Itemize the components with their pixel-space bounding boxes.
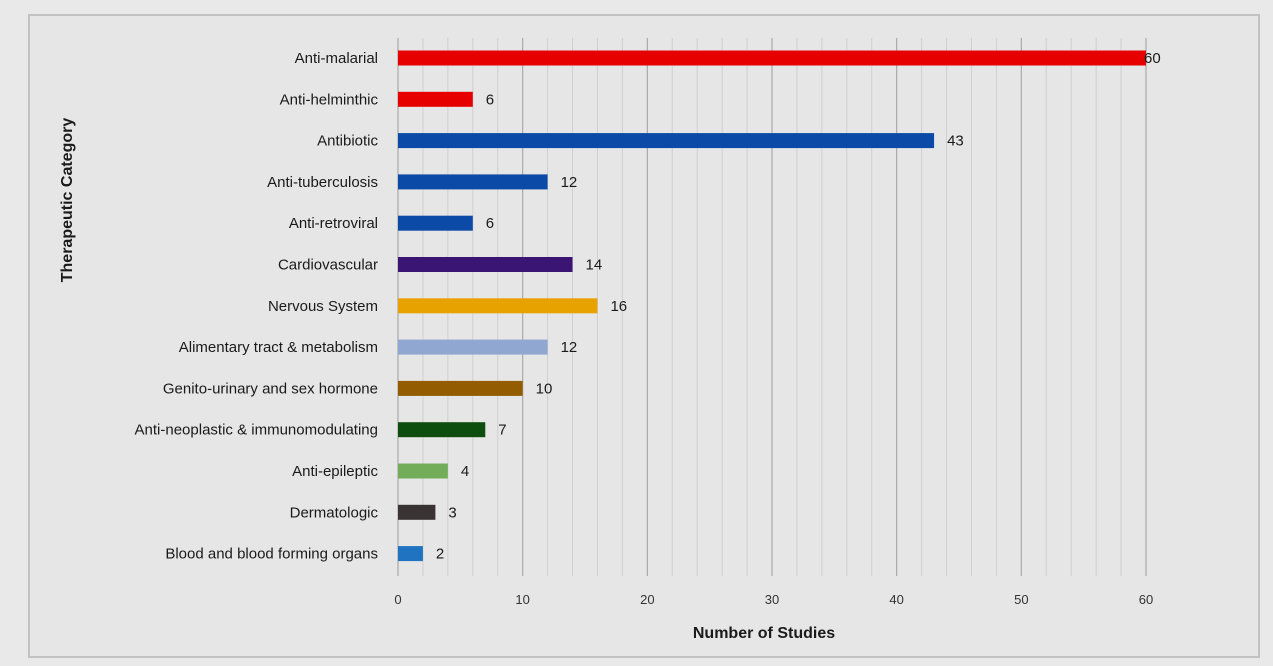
category-label: Anti-malarial bbox=[295, 50, 378, 67]
bar bbox=[398, 91, 473, 107]
data-label: 12 bbox=[561, 339, 578, 356]
category-label: Anti-retroviral bbox=[289, 215, 378, 232]
bar bbox=[398, 174, 548, 190]
bar bbox=[398, 546, 423, 562]
bar bbox=[398, 215, 473, 231]
data-label: 2 bbox=[436, 546, 444, 563]
data-label: 16 bbox=[610, 298, 627, 315]
category-label: Blood and blood forming organs bbox=[165, 546, 378, 563]
bar bbox=[398, 463, 448, 479]
x-tick-label: 0 bbox=[394, 592, 401, 607]
data-label: 3 bbox=[448, 504, 456, 521]
bar bbox=[398, 422, 486, 438]
category-label: Genito-urinary and sex hormone bbox=[163, 380, 378, 397]
data-label: 6 bbox=[486, 215, 494, 232]
data-label: 6 bbox=[486, 91, 494, 108]
category-label: Anti-epileptic bbox=[292, 463, 378, 480]
bar bbox=[398, 339, 548, 355]
category-label: Anti-helminthic bbox=[280, 91, 379, 108]
bar bbox=[398, 504, 436, 520]
data-label: 60 bbox=[1144, 50, 1161, 67]
data-label: 10 bbox=[536, 380, 553, 397]
bar bbox=[398, 50, 1146, 66]
category-label: Nervous System bbox=[268, 298, 378, 315]
category-label: Anti-tuberculosis bbox=[267, 174, 378, 191]
x-tick-label: 60 bbox=[1139, 592, 1153, 607]
x-axis-ticks: 0 10 20 30 40 50 60 bbox=[394, 592, 1153, 607]
data-label: 12 bbox=[561, 174, 578, 191]
x-tick-label: 10 bbox=[515, 592, 529, 607]
x-tick-label: 20 bbox=[640, 592, 654, 607]
bar bbox=[398, 298, 598, 314]
category-label: Alimentary tract & metabolism bbox=[179, 339, 378, 356]
chart-panel bbox=[28, 14, 1260, 658]
bars bbox=[398, 50, 1146, 562]
x-tick-label: 50 bbox=[1014, 592, 1028, 607]
category-label: Anti-neoplastic & immunomodulating bbox=[135, 422, 378, 439]
data-label: 43 bbox=[947, 133, 964, 150]
category-labels: Anti-malarial Anti-helminthic Antibiotic An… bbox=[135, 50, 379, 563]
data-label: 4 bbox=[461, 463, 469, 480]
bar bbox=[398, 380, 523, 396]
bar bbox=[398, 257, 573, 272]
x-tick-label: 40 bbox=[889, 592, 903, 607]
bar bbox=[398, 133, 935, 149]
category-label: Cardiovascular bbox=[278, 257, 378, 274]
y-axis-title: Therapeutic Category bbox=[59, 118, 76, 283]
category-label: Dermatologic bbox=[290, 504, 379, 521]
data-label: 14 bbox=[586, 257, 603, 274]
category-label: Antibiotic bbox=[317, 133, 378, 150]
x-tick-label: 30 bbox=[765, 592, 779, 607]
data-label: 7 bbox=[498, 422, 506, 439]
x-axis-title: Number of Studies bbox=[693, 625, 835, 642]
